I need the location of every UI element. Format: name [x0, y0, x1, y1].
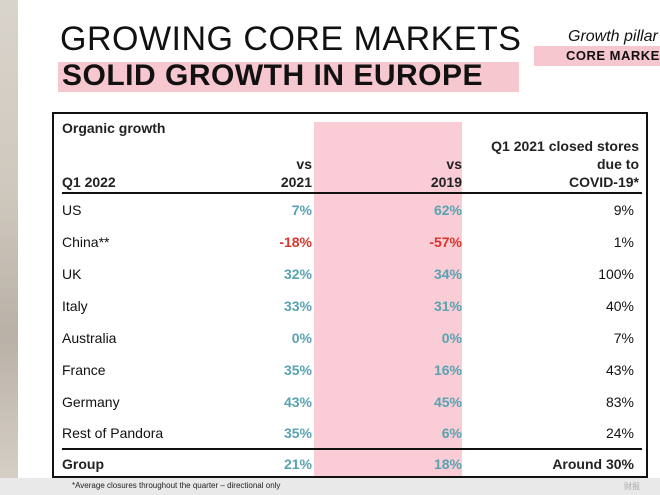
row-closed-stores: 7%: [613, 330, 634, 346]
growth-pillar-label: Growth pillar: [568, 28, 658, 45]
row-vs-2021: 35%: [283, 425, 312, 441]
row-closed-stores: 100%: [598, 266, 634, 282]
row-vs-2019: 62%: [433, 202, 462, 218]
header-closed-stores-line3: COVID-19*: [568, 174, 639, 190]
header-vs-2021-line1: vs: [296, 156, 312, 172]
row-vs-2021: 43%: [283, 394, 312, 410]
row-vs-2021: 0%: [291, 330, 312, 346]
header-vs-2019-line1: vs: [446, 156, 462, 172]
row-vs-2019: 16%: [433, 362, 462, 378]
total-vs-2019: 18%: [433, 456, 462, 472]
row-market: Germany: [62, 394, 120, 410]
row-market: France: [62, 362, 106, 378]
header-vs-2021-line2: 2021: [280, 174, 312, 190]
row-vs-2021: 33%: [283, 298, 312, 314]
row-vs-2021: 7%: [291, 202, 312, 218]
page-subtitle-highlight: SOLID GROWTH IN EUROPE: [58, 59, 519, 92]
total-vs-2021: 21%: [283, 456, 312, 472]
total-divider: [62, 448, 642, 450]
total-closed-stores: Around 30%: [552, 456, 634, 472]
growth-pillar-badge: CORE MARKETS: [534, 46, 660, 66]
footnote-text: *Average closures throughout the quarter…: [72, 481, 281, 490]
header-vs-2019-line2: 2019: [430, 174, 462, 190]
header-closed-stores-line2: due to: [597, 156, 639, 172]
row-closed-stores: 83%: [605, 394, 634, 410]
row-vs-2021: 35%: [283, 362, 312, 378]
row-market: Australia: [62, 330, 117, 346]
total-market: Group: [62, 456, 104, 472]
row-closed-stores: 43%: [605, 362, 634, 378]
table-section-title: Organic growth: [62, 120, 166, 136]
row-market: UK: [62, 266, 82, 282]
row-closed-stores: 24%: [605, 425, 634, 441]
row-vs-2019: 31%: [433, 298, 462, 314]
row-vs-2021: -18%: [279, 234, 312, 250]
row-market: Italy: [62, 298, 88, 314]
page-title: GROWING CORE MARKETS: [60, 20, 522, 58]
table-period-label: Q1 2022: [62, 174, 116, 190]
highlight-column-2019: [314, 122, 462, 476]
row-market: Rest of Pandora: [62, 425, 164, 441]
organic-growth-table: Organic growth Q1 2022 vs 2021 vs 2019 Q…: [52, 112, 648, 478]
row-vs-2019: 45%: [433, 394, 462, 410]
watermark: 财报: [624, 482, 640, 491]
header-closed-stores-line1: Q1 2021 closed stores: [491, 138, 639, 154]
row-closed-stores: 9%: [613, 202, 634, 218]
header-divider: [62, 192, 642, 194]
row-market: US: [62, 202, 82, 218]
row-vs-2019: 0%: [441, 330, 462, 346]
row-vs-2019: 6%: [441, 425, 462, 441]
row-closed-stores: 40%: [605, 298, 634, 314]
row-closed-stores: 1%: [613, 234, 634, 250]
background-photo-strip: [0, 0, 18, 480]
growth-pillar-badge-text: CORE MARKETS: [566, 48, 660, 63]
row-market: China**: [62, 234, 110, 250]
row-vs-2019: -57%: [429, 234, 462, 250]
row-vs-2019: 34%: [433, 266, 462, 282]
row-vs-2021: 32%: [283, 266, 312, 282]
footnote-bar: *Average closures throughout the quarter…: [0, 478, 660, 495]
page-subtitle: SOLID GROWTH IN EUROPE: [62, 59, 484, 92]
